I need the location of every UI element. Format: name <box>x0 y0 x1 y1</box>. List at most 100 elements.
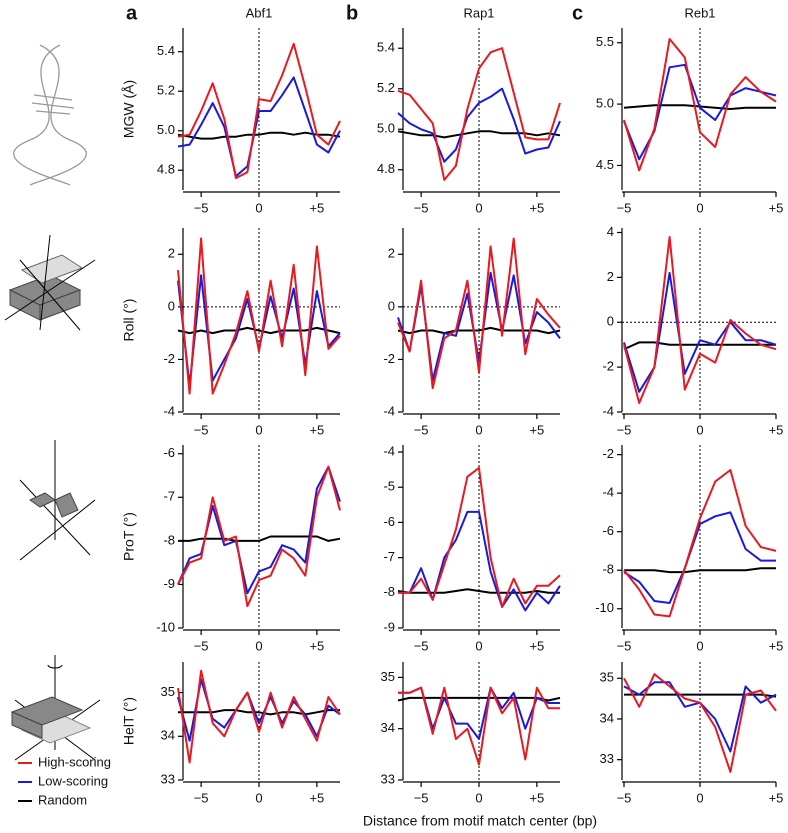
series-line <box>398 466 561 608</box>
x-tick-label: −5 <box>414 200 429 215</box>
x-tick-label: −5 <box>194 422 209 437</box>
y-tick-label: -6 <box>383 514 395 529</box>
y-tick-label: 0 <box>607 314 614 329</box>
series-line <box>397 237 561 390</box>
panel-title: Reb1 <box>684 5 715 20</box>
helt-icon <box>10 655 101 761</box>
series-line <box>397 326 561 335</box>
roll-icon <box>4 234 96 331</box>
x-tick-label: +5 <box>309 638 324 653</box>
y-tick-label: -7 <box>163 489 175 504</box>
x-tick-label: −5 <box>194 200 209 215</box>
x-tick-label: 0 <box>475 200 482 215</box>
y-tick-label: -8 <box>163 532 175 547</box>
y-tick-label: -4 <box>602 403 614 418</box>
y-tick-label: -2 <box>383 351 395 366</box>
y-tick-label: 2 <box>607 269 614 284</box>
x-tick-label: +5 <box>769 790 784 805</box>
y-tick-label: 2 <box>388 246 395 261</box>
x-tick-label: 0 <box>255 790 262 805</box>
y-tick-label: -4 <box>163 403 175 418</box>
x-tick-label: −5 <box>414 422 429 437</box>
y-tick-label: 4.5 <box>596 157 614 172</box>
y-tick-label: 0 <box>388 298 395 313</box>
series-line <box>177 465 341 608</box>
panel: -9 -8 -7 -6 -5 -4 −5 0 +5 <box>383 443 561 653</box>
y-tick-label: -9 <box>163 576 175 591</box>
legend-label: Low-scoring <box>38 773 108 788</box>
panel: -4 -2 0 2 −5 0 +5 <box>383 228 561 437</box>
prot-icon <box>19 440 96 561</box>
series-line <box>623 341 776 351</box>
x-tick-label: +5 <box>529 638 544 653</box>
x-tick-label: −5 <box>617 638 632 653</box>
legend: High-scoring Low-scoring Random <box>18 754 111 807</box>
series-line <box>624 567 776 574</box>
panel-title: Rap1 <box>463 5 494 20</box>
y-tick-label: -2 <box>602 359 614 374</box>
x-tick-label: 0 <box>475 790 482 805</box>
panel-letter: a <box>126 2 138 24</box>
panel: -10 -8 -6 -4 -2 −5 0 +5 <box>595 445 783 653</box>
series-line <box>623 38 777 172</box>
x-tick-label: 0 <box>255 422 262 437</box>
series-line <box>623 469 777 618</box>
y-tick-label: 35 <box>600 670 614 685</box>
panel: Abf1 a MGW (Å) 4.8 5.0 5.2 5.4 −5 0 +5 <box>121 2 341 215</box>
x-tick-label: +5 <box>529 790 544 805</box>
y-tick-label: 5.0 <box>596 96 614 111</box>
y-tick-label: -8 <box>383 584 395 599</box>
series-line <box>177 42 341 180</box>
panel: Roll (°) -4 -2 0 2 −5 0 +5 <box>121 228 341 437</box>
y-tick-label: 33 <box>600 751 614 766</box>
x-tick-label: +5 <box>309 422 324 437</box>
panel-letter: b <box>346 2 358 24</box>
y-tick-label: 35 <box>161 684 175 699</box>
y-axis-title: ProT (°) <box>121 512 137 561</box>
x-tick-label: −5 <box>414 638 429 653</box>
y-tick-label: 34 <box>381 720 395 735</box>
x-tick-label: +5 <box>769 200 784 215</box>
y-tick-label: -10 <box>595 600 614 615</box>
legend-label: High-scoring <box>38 754 111 769</box>
y-tick-label: -4 <box>602 485 614 500</box>
y-tick-label: 35 <box>381 669 395 684</box>
series-line <box>398 686 560 766</box>
series-line <box>623 271 777 393</box>
y-tick-label: -6 <box>163 445 175 460</box>
y-tick-label: 4 <box>607 224 614 239</box>
y-tick-label: -9 <box>383 619 395 634</box>
x-tick-label: +5 <box>769 638 784 653</box>
x-tick-label: 0 <box>475 422 482 437</box>
y-tick-label: 5.4 <box>377 40 395 55</box>
y-tick-label: 5.0 <box>377 121 395 136</box>
x-tick-label: 0 <box>696 422 703 437</box>
series-line <box>177 326 341 335</box>
y-tick-label: 2 <box>168 246 175 261</box>
panel-title: Abf1 <box>246 5 273 20</box>
y-tick-label: 5.0 <box>157 122 175 137</box>
x-tick-label: +5 <box>309 200 324 215</box>
panel: ProT (°) -10 -9 -8 -7 -6 −5 0 +5 <box>121 445 341 653</box>
panel: -4 -2 0 2 4 −5 0 +5 <box>602 224 783 438</box>
y-tick-label: 4.8 <box>377 161 395 176</box>
panel-letter: c <box>572 2 583 24</box>
x-tick-label: −5 <box>617 422 632 437</box>
x-tick-label: 0 <box>696 638 703 653</box>
x-tick-label: 0 <box>255 638 262 653</box>
y-tick-label: 5.5 <box>596 34 614 49</box>
y-tick-label: -7 <box>383 549 395 564</box>
panel: Rap1 b 4.8 5.0 5.2 5.4 −5 0 +5 <box>346 2 561 215</box>
x-tick-label: −5 <box>194 638 209 653</box>
y-tick-label: -10 <box>156 619 175 634</box>
series-line <box>623 236 777 404</box>
y-axis-title: Roll (°) <box>121 299 137 342</box>
y-tick-label: 5.4 <box>157 43 175 58</box>
y-tick-label: 5.2 <box>157 83 175 98</box>
y-tick-label: 4.8 <box>157 162 175 177</box>
panel: 33 34 35 −5 0 +5 <box>600 662 784 805</box>
y-tick-label: -8 <box>602 562 614 577</box>
dna-icon <box>13 44 87 186</box>
x-tick-label: −5 <box>414 790 429 805</box>
